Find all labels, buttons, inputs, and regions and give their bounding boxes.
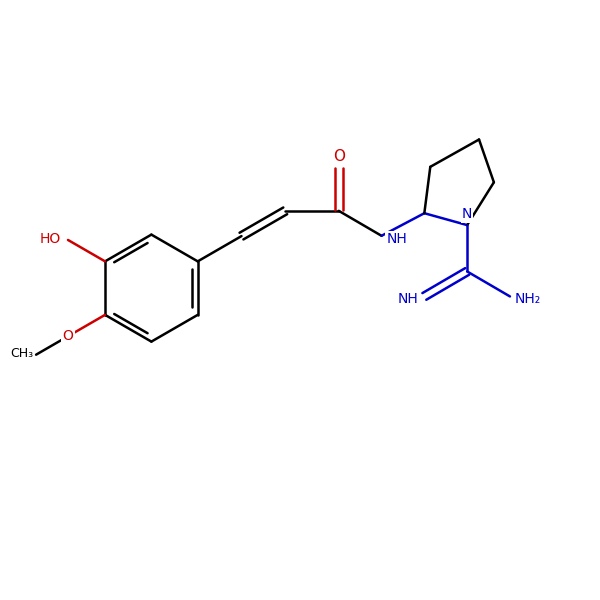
Text: O: O [333, 149, 345, 164]
Text: NH: NH [398, 292, 418, 307]
Text: CH₃: CH₃ [10, 347, 33, 360]
Text: N: N [462, 208, 472, 221]
Text: NH: NH [386, 232, 407, 247]
Text: HO: HO [40, 232, 61, 246]
Text: NH₂: NH₂ [515, 292, 541, 307]
Text: O: O [62, 329, 73, 343]
